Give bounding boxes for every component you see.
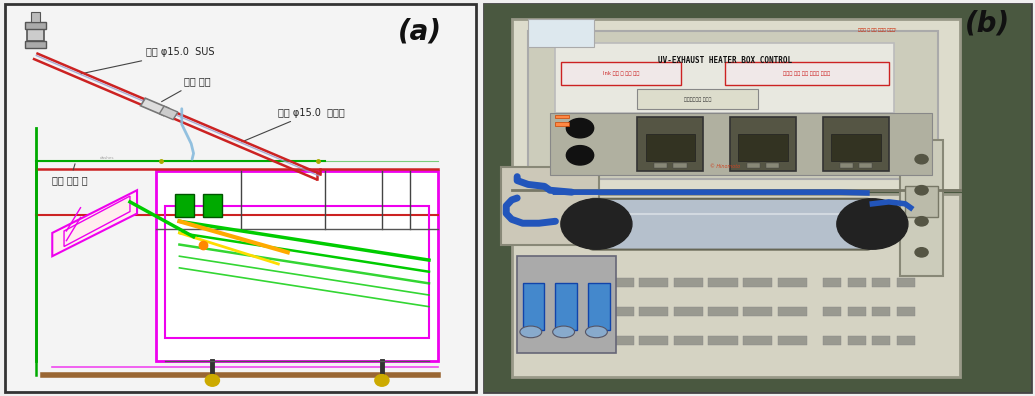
Bar <box>556 114 569 118</box>
Bar <box>823 278 841 287</box>
Bar <box>708 336 738 345</box>
Bar <box>673 163 686 168</box>
Bar <box>743 278 772 287</box>
Bar <box>27 29 45 41</box>
Bar <box>654 163 668 168</box>
Bar <box>674 278 703 287</box>
Text: 수온 투입 관: 수온 투입 관 <box>52 164 88 186</box>
Bar <box>848 307 866 316</box>
Bar <box>859 163 873 168</box>
Bar <box>899 140 944 276</box>
Bar <box>604 278 633 287</box>
Bar <box>823 307 841 316</box>
Circle shape <box>375 375 389 386</box>
Bar <box>674 307 703 316</box>
Bar <box>646 134 694 161</box>
Text: 히터드라이브 제어부: 히터드라이브 제어부 <box>684 97 711 101</box>
Bar <box>511 194 959 377</box>
Bar <box>638 116 703 171</box>
Bar <box>743 307 772 316</box>
Bar <box>839 163 853 168</box>
Text: (a): (a) <box>397 17 442 45</box>
Text: 잉크젯 잉크 점도 관리대 이해용: 잉크젯 잉크 점도 관리대 이해용 <box>783 71 830 76</box>
Circle shape <box>205 375 219 386</box>
Bar <box>556 284 578 330</box>
Circle shape <box>915 217 928 226</box>
Bar <box>739 134 788 161</box>
Bar <box>708 278 738 287</box>
Bar <box>743 336 772 345</box>
Bar <box>640 278 669 287</box>
Bar <box>166 206 428 338</box>
Ellipse shape <box>520 326 541 338</box>
Bar <box>588 284 610 330</box>
Bar <box>518 256 616 353</box>
Bar <box>556 122 569 126</box>
Bar <box>897 278 915 287</box>
Bar <box>638 89 758 109</box>
Polygon shape <box>52 190 137 256</box>
Bar <box>897 307 915 316</box>
Bar <box>550 112 933 175</box>
Bar <box>906 187 938 217</box>
Bar <box>777 307 807 316</box>
Bar <box>31 13 40 22</box>
Bar <box>766 163 779 168</box>
Bar <box>156 171 439 361</box>
Bar <box>674 336 703 345</box>
Bar <box>501 167 599 245</box>
Bar <box>640 336 669 345</box>
Bar <box>848 336 866 345</box>
Bar <box>159 106 178 120</box>
Circle shape <box>915 154 928 164</box>
Bar <box>897 336 915 345</box>
Text: © Hinomoto: © Hinomoto <box>710 164 740 169</box>
Text: Ink 확인 후 작업 선택: Ink 확인 후 작업 선택 <box>602 71 640 76</box>
Bar <box>823 336 841 345</box>
FancyBboxPatch shape <box>589 199 871 249</box>
Bar <box>724 62 889 86</box>
Bar <box>823 116 889 171</box>
Circle shape <box>915 248 928 257</box>
Text: 잉크젯 시 절대 손대지 마세요!: 잉크젯 시 절대 손대지 마세요! <box>858 27 897 31</box>
Bar <box>746 163 761 168</box>
Bar <box>731 116 796 171</box>
Bar <box>26 22 47 29</box>
Bar <box>640 307 669 316</box>
Bar <box>528 19 594 47</box>
Ellipse shape <box>553 326 574 338</box>
Text: (b): (b) <box>966 9 1010 37</box>
Circle shape <box>566 118 594 138</box>
Bar <box>777 278 807 287</box>
Bar <box>523 284 544 330</box>
Bar <box>561 62 681 86</box>
Bar <box>511 19 959 190</box>
Bar <box>873 307 890 316</box>
Circle shape <box>566 146 594 165</box>
Bar <box>203 194 221 217</box>
Bar <box>528 31 938 179</box>
Bar <box>556 43 894 112</box>
Text: 외경 φ15.0  SUS: 외경 φ15.0 SUS <box>81 48 215 74</box>
Bar <box>604 336 633 345</box>
Bar <box>175 194 194 217</box>
Text: UV-EXHAUST HEATER BOX CONTROL: UV-EXHAUST HEATER BOX CONTROL <box>658 56 792 65</box>
Circle shape <box>561 199 632 249</box>
Ellipse shape <box>586 326 608 338</box>
Bar <box>873 278 890 287</box>
Text: 연결 통치: 연결 통치 <box>161 76 211 102</box>
Bar <box>141 98 169 116</box>
Text: dashes: dashes <box>99 156 114 160</box>
Bar <box>831 134 881 161</box>
Bar <box>873 336 890 345</box>
Bar <box>848 278 866 287</box>
Text: 외경 φ15.0  석영관: 외경 φ15.0 석영관 <box>242 108 345 142</box>
Circle shape <box>915 186 928 195</box>
Bar <box>26 41 47 48</box>
Bar <box>604 307 633 316</box>
Bar <box>777 336 807 345</box>
Circle shape <box>837 199 908 249</box>
Bar <box>708 307 738 316</box>
